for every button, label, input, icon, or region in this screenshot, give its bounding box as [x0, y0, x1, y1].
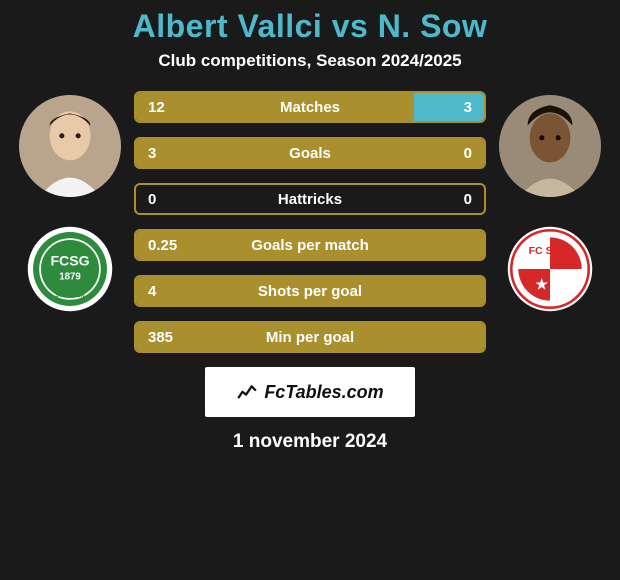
svg-text:1879: 1879: [59, 272, 81, 283]
stat-label: Min per goal: [136, 329, 484, 346]
stat-value-right: 0: [464, 191, 472, 208]
stat-label: Shots per goal: [136, 283, 484, 300]
brand-text: FcTables.com: [264, 382, 383, 403]
svg-text:ST.GALLEN: ST.GALLEN: [55, 293, 84, 299]
stat-row: 3Goals0: [134, 137, 486, 169]
player-left-avatar: [19, 95, 121, 197]
stat-row: 12Matches3: [134, 91, 486, 123]
club-right-badge-text: FC SION: [529, 245, 572, 257]
club-left-badge: FCSG 1879 ST.GALLEN: [26, 225, 114, 313]
stat-label: Goals: [136, 145, 484, 162]
subtitle: Club competitions, Season 2024/2025: [158, 51, 461, 71]
stat-value-right: 3: [464, 99, 472, 116]
stat-label: Goals per match: [136, 237, 484, 254]
brand-box: FcTables.com: [205, 367, 415, 417]
stat-row: 0.25Goals per match: [134, 229, 486, 261]
svg-text:★ ★: ★ ★: [535, 276, 565, 292]
page-title: Albert Vallci vs N. Sow: [133, 8, 488, 45]
club-right-badge: FC SION ★ ★: [506, 225, 594, 313]
player-right-avatar: [499, 95, 601, 197]
date-line: 1 november 2024: [233, 431, 387, 453]
stat-row: 385Min per goal: [134, 321, 486, 353]
stat-label: Matches: [136, 99, 484, 116]
left-column: FCSG 1879 ST.GALLEN: [10, 91, 130, 313]
right-column: FC SION ★ ★: [490, 91, 610, 313]
comparison-card: Albert Vallci vs N. Sow Club competition…: [0, 0, 620, 453]
club-left-badge-text: FCSG: [50, 252, 89, 268]
stat-row: 4Shots per goal: [134, 275, 486, 307]
stat-value-right: 0: [464, 145, 472, 162]
stats-bars: 12Matches33Goals00Hattricks00.25Goals pe…: [130, 91, 490, 353]
stat-row: 0Hattricks0: [134, 183, 486, 215]
stat-label: Hattricks: [136, 191, 484, 208]
main-row: FCSG 1879 ST.GALLEN 12Matches33Goals00Ha…: [0, 91, 620, 353]
brand-chart-icon: [236, 379, 258, 406]
